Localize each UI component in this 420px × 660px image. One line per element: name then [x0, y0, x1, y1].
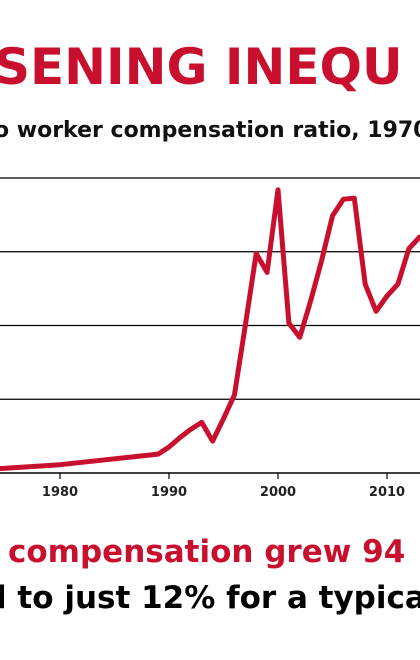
x-tick-label: 2000 — [260, 485, 296, 500]
series-layer — [0, 187, 420, 472]
headline: SENING INEQU — [0, 38, 403, 96]
chart-subtitle: o worker compensation ratio, 1970 — [0, 118, 420, 143]
x-axis-ticks: 1980 1990 2000 2010 — [42, 473, 405, 500]
x-tick-label: 1980 — [42, 485, 78, 500]
x-tick-label: 1990 — [151, 485, 187, 500]
series-line — [0, 187, 420, 472]
x-tick-label: 2010 — [369, 485, 405, 500]
caption-line-1: compensation grew 94 — [8, 534, 405, 570]
caption-line-2: l to just 12% for a typica — [0, 580, 420, 616]
gridlines — [0, 177, 420, 474]
